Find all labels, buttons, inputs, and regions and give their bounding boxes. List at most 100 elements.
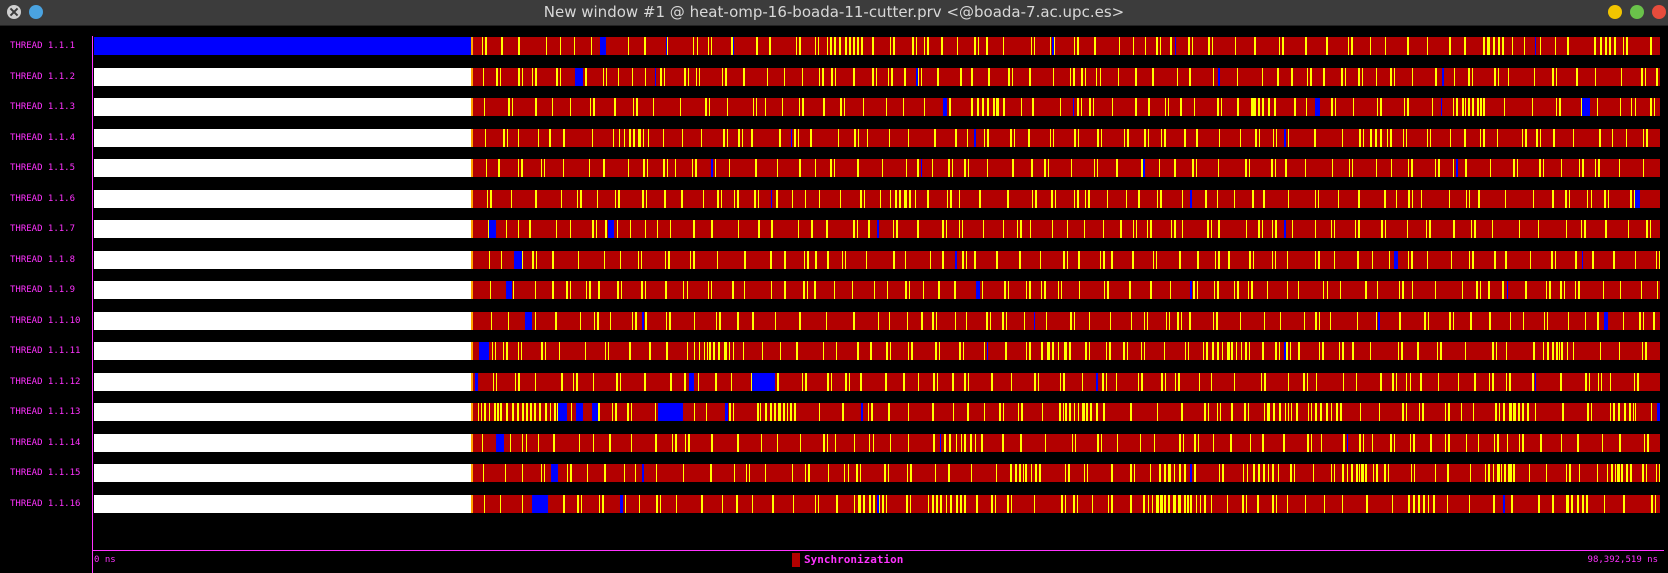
event-mark	[841, 250, 843, 269]
event-mark	[518, 372, 520, 391]
event-mark	[853, 37, 855, 55]
event-mark	[1646, 220, 1648, 238]
event-mark	[1522, 433, 1524, 452]
event-mark	[693, 250, 695, 269]
thread-lane[interactable]	[94, 37, 1660, 55]
event-mark	[1287, 372, 1290, 391]
event-mark	[923, 37, 926, 55]
event-mark	[1212, 67, 1215, 86]
event-mark	[857, 494, 860, 513]
event-mark	[1105, 372, 1107, 391]
title-bar[interactable]: New window #1 @ heat-omp-16-boada-11-cut…	[0, 0, 1668, 26]
thread-lane[interactable]	[94, 220, 1660, 238]
event-mark	[1412, 281, 1414, 299]
event-mark	[1204, 494, 1206, 513]
event-mark	[1448, 433, 1450, 452]
event-mark	[642, 128, 645, 147]
thread-lane[interactable]	[94, 67, 1660, 86]
close-button[interactable]	[1652, 5, 1666, 19]
event-mark	[853, 220, 855, 238]
event-mark	[693, 37, 695, 55]
event-mark	[1602, 281, 1605, 299]
event-mark	[1290, 464, 1292, 482]
event-mark	[1352, 98, 1355, 116]
close-icon[interactable]	[7, 5, 21, 19]
event-mark	[490, 311, 492, 330]
event-mark	[777, 433, 779, 452]
event-mark	[1096, 67, 1098, 86]
event-mark	[725, 342, 727, 360]
event-mark	[1248, 159, 1251, 177]
event-mark	[770, 250, 772, 269]
event-mark	[1588, 372, 1591, 391]
running-segment	[574, 67, 583, 86]
timeline-area[interactable]: 0 ns 98,392,519 ns Synchronization THREA…	[0, 26, 1668, 573]
event-mark	[552, 250, 554, 269]
maximize-button[interactable]	[1630, 5, 1644, 19]
thread-lane[interactable]	[94, 403, 1660, 421]
event-mark	[1083, 403, 1085, 421]
event-mark	[1147, 494, 1150, 513]
event-mark	[1502, 37, 1505, 55]
thread-lane[interactable]	[94, 342, 1660, 360]
thread-lane[interactable]	[94, 281, 1660, 299]
event-mark	[908, 189, 911, 208]
event-mark	[801, 67, 804, 86]
event-mark	[1239, 311, 1242, 330]
event-mark	[905, 159, 908, 177]
initial-state-segment	[94, 433, 472, 452]
synchronization-segment	[471, 220, 1660, 238]
event-mark	[856, 220, 859, 238]
event-mark	[872, 433, 874, 452]
event-mark	[645, 189, 648, 208]
event-mark	[1174, 159, 1176, 177]
event-mark	[1411, 189, 1414, 208]
event-mark	[1578, 281, 1580, 299]
event-mark	[570, 403, 573, 421]
event-mark	[1390, 128, 1392, 147]
event-mark	[484, 128, 487, 147]
event-mark	[559, 342, 561, 360]
event-mark	[1156, 189, 1159, 208]
thread-lane[interactable]	[94, 494, 1660, 513]
event-mark	[945, 494, 948, 513]
event-mark	[544, 159, 546, 177]
running-segment	[1284, 220, 1286, 238]
event-mark	[935, 494, 938, 513]
event-mark	[1272, 128, 1274, 147]
event-mark	[1282, 37, 1284, 55]
thread-lane[interactable]	[94, 128, 1660, 147]
event-mark	[1522, 311, 1525, 330]
event-mark	[1216, 311, 1218, 330]
event-mark	[1495, 342, 1497, 360]
minimize-button[interactable]	[1608, 5, 1622, 19]
thread-lane[interactable]	[94, 98, 1660, 116]
flag-marker	[471, 220, 474, 238]
thread-lane[interactable]	[94, 250, 1660, 269]
thread-lane[interactable]	[94, 189, 1660, 208]
thread-lane[interactable]	[94, 464, 1660, 482]
event-mark	[539, 403, 541, 421]
event-mark	[495, 372, 498, 391]
thread-label: THREAD 1.1.4	[10, 132, 76, 143]
event-mark	[1078, 250, 1080, 269]
event-mark	[671, 433, 674, 452]
thread-lane[interactable]	[94, 433, 1660, 452]
pin-icon[interactable]	[29, 5, 43, 19]
thread-lane[interactable]	[94, 311, 1660, 330]
thread-lane[interactable]	[94, 159, 1660, 177]
event-mark	[517, 342, 519, 360]
event-mark	[1365, 281, 1367, 299]
event-mark	[1497, 37, 1500, 55]
thread-lane[interactable]	[94, 372, 1660, 391]
event-mark	[713, 342, 716, 360]
event-mark	[596, 189, 598, 208]
event-mark	[1618, 159, 1621, 177]
event-mark	[781, 98, 784, 116]
event-mark	[1147, 128, 1150, 147]
event-mark	[946, 189, 949, 208]
flag-marker	[471, 128, 474, 147]
event-mark	[1562, 403, 1564, 421]
event-mark	[611, 403, 614, 421]
